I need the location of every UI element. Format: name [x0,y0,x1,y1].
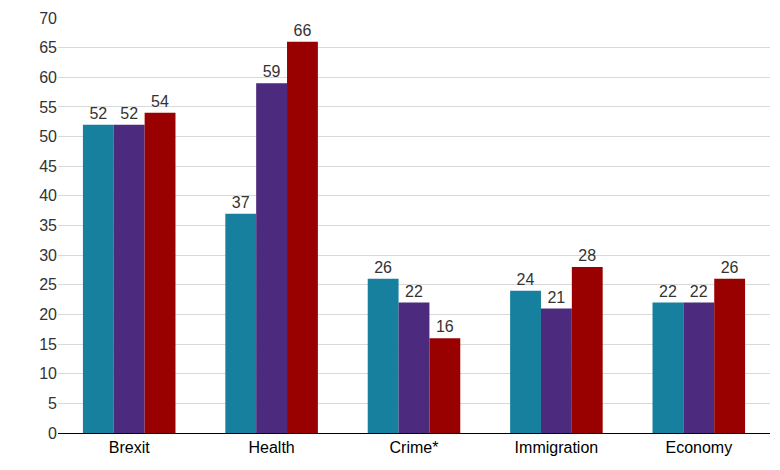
svg-text:26: 26 [721,259,739,276]
svg-text:5: 5 [48,395,57,412]
svg-text:30: 30 [39,247,57,264]
svg-text:37: 37 [232,194,250,211]
svg-text:28: 28 [578,247,596,264]
svg-text:45: 45 [39,158,57,175]
svg-text:70: 70 [39,10,57,27]
svg-text:20: 20 [39,306,57,323]
svg-text:21: 21 [547,289,565,306]
svg-text:Economy: Economy [665,439,732,456]
svg-text:10: 10 [39,365,57,382]
svg-text:25: 25 [39,276,57,293]
svg-text:Health: Health [248,439,294,456]
svg-text:Crime*: Crime* [390,439,439,456]
svg-text:26: 26 [374,259,392,276]
svg-text:22: 22 [690,283,708,300]
svg-text:Brexit: Brexit [109,439,150,456]
svg-text:59: 59 [263,63,281,80]
svg-text:55: 55 [39,99,57,116]
svg-text:65: 65 [39,39,57,56]
svg-text:52: 52 [89,105,107,122]
svg-text:Immigration: Immigration [515,439,599,456]
svg-text:24: 24 [517,271,535,288]
svg-text:60: 60 [39,69,57,86]
svg-text:50: 50 [39,128,57,145]
svg-text:35: 35 [39,217,57,234]
svg-text:40: 40 [39,187,57,204]
svg-text:66: 66 [294,22,312,39]
svg-text:15: 15 [39,336,57,353]
svg-text:54: 54 [151,93,169,110]
svg-text:16: 16 [436,318,454,335]
svg-text:22: 22 [659,283,677,300]
svg-text:22: 22 [405,283,423,300]
svg-text:0: 0 [48,425,57,442]
svg-text:52: 52 [120,105,138,122]
